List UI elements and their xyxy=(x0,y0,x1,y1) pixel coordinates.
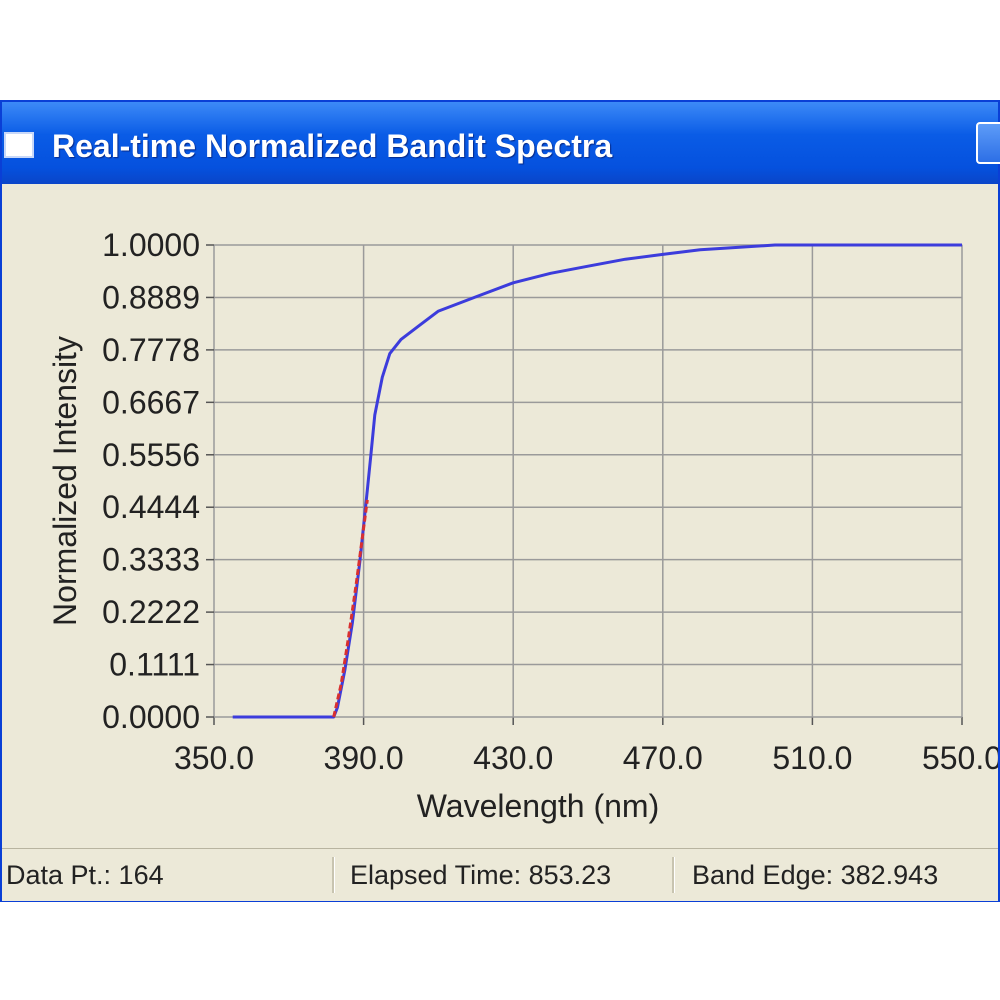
spectrum-chart: 350.0 390.0 430.0 470.0 510.0 550.0 0.0000 0.11… xyxy=(2,184,1000,844)
y-tick-label: 0.3333 xyxy=(102,542,200,578)
window-title: Real-time Normalized Bandit Spectra xyxy=(52,128,613,164)
status-data-point: Data Pt.: 164 xyxy=(6,860,164,890)
series-line-1 xyxy=(332,499,369,718)
y-axis-label: Normalized Intensity xyxy=(47,336,83,626)
y-tick-label: 0.5556 xyxy=(102,437,200,473)
x-tick-label: 510.0 xyxy=(772,740,852,776)
y-tick-label: 0.1111 xyxy=(109,647,200,683)
chart-svg: 350.0 390.0 430.0 470.0 510.0 550.0 0.0000 0.11… xyxy=(47,227,1000,824)
status-elapsed-time: Elapsed Time: 853.23 xyxy=(350,860,612,890)
x-tick-label: 470.0 xyxy=(623,740,703,776)
status-band-edge: Band Edge: 382.943 xyxy=(692,860,939,890)
plot-area xyxy=(213,244,963,718)
x-tick-label: 430.0 xyxy=(473,740,553,776)
window-icon xyxy=(4,132,34,158)
title-bar[interactable]: Real-time Normalized Bandit Spectra xyxy=(2,102,1000,184)
y-tick-label: 0.4444 xyxy=(102,489,200,525)
status-bar: Data Pt.: 164 Elapsed Time: 853.23 Band … xyxy=(2,848,998,901)
y-tick-label: 0.8889 xyxy=(102,279,200,315)
title-bar-button[interactable] xyxy=(976,122,1000,164)
x-tick-label: 350.0 xyxy=(174,740,254,776)
y-tick-label: 0.0000 xyxy=(102,699,200,735)
y-tick-label: 0.7778 xyxy=(102,332,200,368)
y-tick-label: 1.0000 xyxy=(102,227,200,263)
app-window: Real-time Normalized Bandit Spectra 350.… xyxy=(0,100,1000,902)
y-tick-label: 0.2222 xyxy=(102,594,200,630)
status-separator xyxy=(672,857,675,893)
x-tick-label: 390.0 xyxy=(324,740,404,776)
x-axis-label: Wavelength (nm) xyxy=(417,788,659,824)
x-tick-label: 550.0 xyxy=(922,740,998,776)
status-separator xyxy=(332,857,335,893)
y-tick-label: 0.6667 xyxy=(102,384,200,420)
